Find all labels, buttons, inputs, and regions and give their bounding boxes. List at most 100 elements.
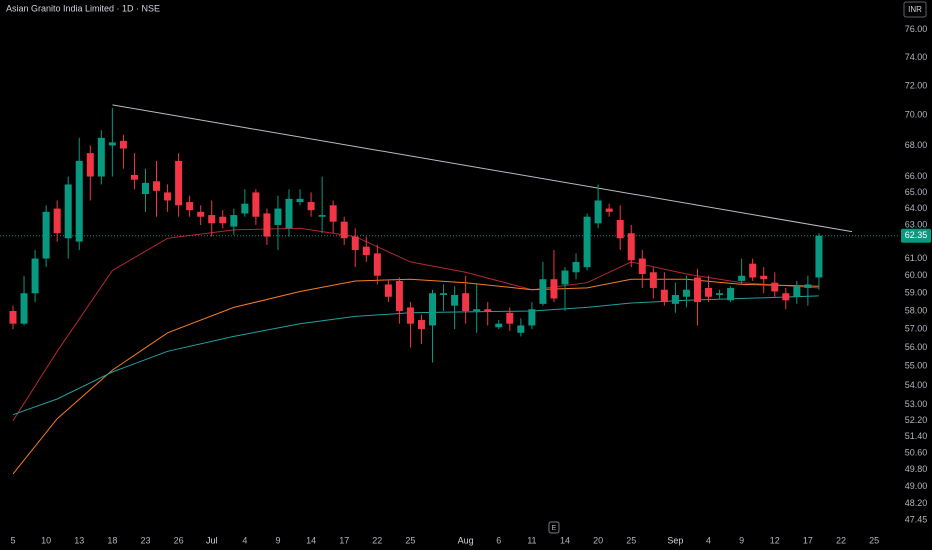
candle-body <box>716 293 724 295</box>
candle-body <box>395 280 403 312</box>
candle-body <box>9 311 17 324</box>
y-tick-label: 63.00 <box>905 219 928 229</box>
candle-body <box>219 216 227 224</box>
candle-body <box>594 200 602 224</box>
x-tick-label: 17 <box>339 535 349 545</box>
candle-body <box>738 275 746 281</box>
candle-body <box>31 258 39 294</box>
y-tick-label: 50.60 <box>905 447 928 457</box>
y-tick-label: 60.00 <box>905 270 928 280</box>
candle-body <box>550 279 558 299</box>
candle-body <box>440 293 448 295</box>
candle-body <box>495 323 503 328</box>
candle-body <box>682 289 690 297</box>
y-tick-label: 72.00 <box>905 80 928 90</box>
x-tick-label: 4 <box>706 535 711 545</box>
y-tick-label: 74.00 <box>905 52 928 62</box>
x-tick-label: 11 <box>527 535 536 545</box>
x-tick-label: 20 <box>593 535 603 545</box>
candle-body <box>164 192 172 201</box>
candle-body <box>616 220 624 239</box>
candle-body <box>693 277 701 303</box>
moving-average-line <box>12 278 819 475</box>
candle-body <box>815 235 823 278</box>
x-tick-label: 25 <box>405 535 415 545</box>
candle-body <box>417 320 425 330</box>
event-marker <box>548 521 560 534</box>
candle-body <box>605 208 613 212</box>
y-tick-label: 57.00 <box>905 323 928 333</box>
candle-body <box>340 221 348 239</box>
candle-body <box>141 182 149 195</box>
candle-body <box>473 309 481 312</box>
x-tick-label: 26 <box>174 535 184 545</box>
x-tick-label: Sep <box>667 535 683 545</box>
candle-body <box>462 293 470 312</box>
event-label: E <box>552 525 557 532</box>
x-tick-label: 4 <box>242 535 247 545</box>
y-tick-label: 70.00 <box>905 110 928 120</box>
y-tick-label: 54.00 <box>905 380 928 390</box>
candle-body <box>671 294 679 304</box>
y-tick-label: 47.45 <box>905 514 928 524</box>
y-tick-label: 53.00 <box>905 399 928 409</box>
candle-body <box>528 309 536 326</box>
y-tick-label: 49.00 <box>905 481 928 491</box>
candle-body <box>42 211 50 259</box>
y-tick-label: 64.00 <box>905 203 928 213</box>
candle-body <box>153 181 161 191</box>
x-tick-label: 14 <box>560 535 570 545</box>
x-tick-label: 10 <box>41 535 51 545</box>
x-tick-label: Aug <box>458 535 474 545</box>
x-tick-label: 5 <box>10 535 15 545</box>
candle-body <box>749 263 757 278</box>
candle-body <box>362 246 370 256</box>
candle-body <box>241 203 249 214</box>
y-tick-label: 61.00 <box>905 253 928 263</box>
candle-body <box>384 284 392 297</box>
candle-body <box>307 202 315 211</box>
candle-body <box>130 174 138 180</box>
candle-body <box>373 253 381 276</box>
candle-body <box>660 289 668 303</box>
candle-body <box>329 205 337 222</box>
candle-body <box>20 293 28 324</box>
x-tick-label: 25 <box>869 535 879 545</box>
y-tick-label: 66.00 <box>905 171 928 181</box>
candle-body <box>561 270 569 285</box>
x-tick-label: 17 <box>803 535 813 545</box>
x-tick-label: 25 <box>626 535 636 545</box>
candle-body <box>285 198 293 229</box>
y-tick-label: 52.20 <box>905 415 928 425</box>
candle-body <box>97 137 105 177</box>
candle-body <box>627 233 635 261</box>
candle-body <box>649 272 657 288</box>
candle-body <box>793 286 801 297</box>
x-tick-label: 14 <box>306 535 316 545</box>
currency-label[interactable]: INR <box>908 5 922 14</box>
moving-average-line <box>12 227 819 421</box>
candle-body <box>429 293 437 326</box>
candle-body <box>484 309 492 312</box>
candle-body <box>506 312 514 324</box>
currency-badge[interactable] <box>903 1 927 18</box>
candle-body <box>274 208 282 225</box>
candle-body <box>539 279 547 304</box>
y-tick-label: 58.00 <box>905 305 928 315</box>
y-tick-label: 68.00 <box>905 140 928 150</box>
last-price-label: 62.35 <box>905 230 928 240</box>
candle-body <box>296 198 304 203</box>
x-tick-label: 13 <box>74 535 84 545</box>
y-tick-label: 55.00 <box>905 361 928 371</box>
candle-body <box>197 211 205 217</box>
candle-body <box>760 275 768 280</box>
y-tick-label: 59.00 <box>905 288 928 298</box>
x-tick-label: 23 <box>140 535 150 545</box>
candle-body <box>804 284 812 288</box>
y-tick-label: 76.00 <box>905 24 928 34</box>
candle-body <box>263 213 271 237</box>
candle-body <box>451 294 459 306</box>
y-tick-label: 51.40 <box>905 431 928 441</box>
